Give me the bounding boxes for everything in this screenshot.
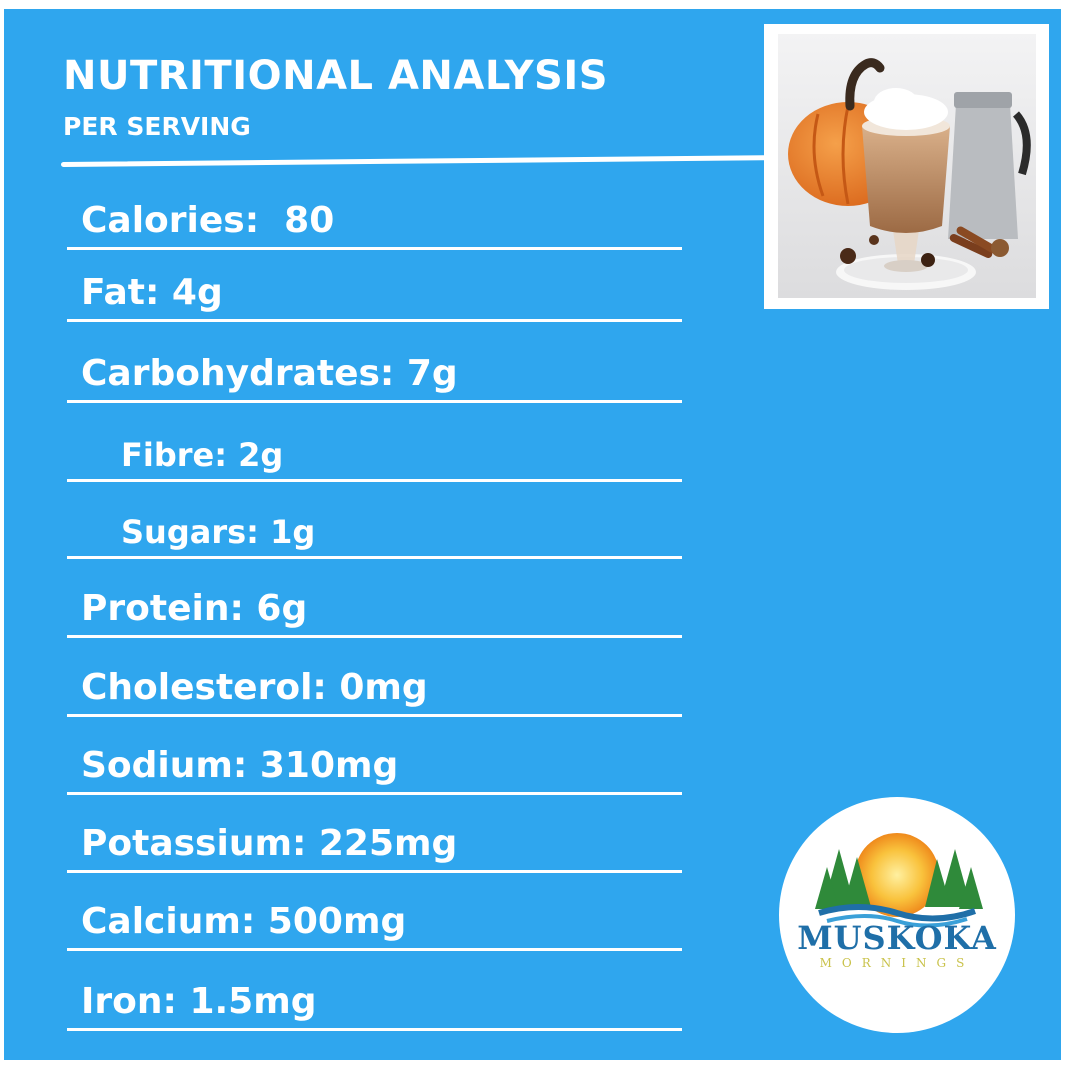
nutrient-label: Sodium: 310mg: [81, 745, 399, 786]
nutrient-label: Protein: 6g: [81, 588, 308, 629]
nutrient-label: Fat: 4g: [81, 272, 223, 313]
page-subtitle: PER SERVING: [63, 112, 251, 141]
nutrient-row-sodium: Sodium: 310mg: [67, 717, 682, 795]
nutrient-label: Calcium: 500mg: [81, 901, 407, 942]
nutrient-row-fibre: Fibre: 2g: [67, 403, 682, 482]
nutrient-label: Carbohydrates: 7g: [81, 353, 458, 394]
nutrient-row-calcium: Calcium: 500mg: [67, 873, 682, 951]
nutrient-row-cholesterol: Cholesterol: 0mg: [67, 638, 682, 717]
nutrient-row-calories: Calories: 80: [67, 180, 682, 250]
sun-icon: [855, 833, 939, 917]
nutrient-row-sugars: Sugars: 1g: [67, 482, 682, 559]
nutrient-label: Calories: 80: [81, 200, 335, 241]
logo-name: MUSKOKA: [797, 919, 997, 957]
nutrient-row-potassium: Potassium: 225mg: [67, 795, 682, 873]
nutrient-label: Iron: 1.5mg: [81, 981, 317, 1022]
tree-icon: [815, 849, 983, 909]
nutrient-row-carbohydrates: Carbohydrates: 7g: [67, 322, 682, 403]
nutrient-label: Fibre: 2g: [121, 436, 284, 474]
page-title: NUTRITIONAL ANALYSIS: [63, 53, 609, 99]
muskoka-mornings-logo: MUSKOKA MORNINGS: [779, 797, 1015, 1033]
nutrient-row-fat: Fat: 4g: [67, 250, 682, 322]
nutrient-label: Sugars: 1g: [121, 513, 316, 551]
nutrient-label: Cholesterol: 0mg: [81, 667, 428, 708]
nutrient-row-iron: Iron: 1.5mg: [67, 951, 682, 1031]
pumpkin-latte-photo: [764, 24, 1049, 309]
nutrient-row-protein: Protein: 6g: [67, 559, 682, 638]
logo-tagline: MORNINGS: [820, 956, 975, 970]
latte-photo-icon: [778, 34, 1036, 298]
nutrient-label: Potassium: 225mg: [81, 823, 458, 864]
